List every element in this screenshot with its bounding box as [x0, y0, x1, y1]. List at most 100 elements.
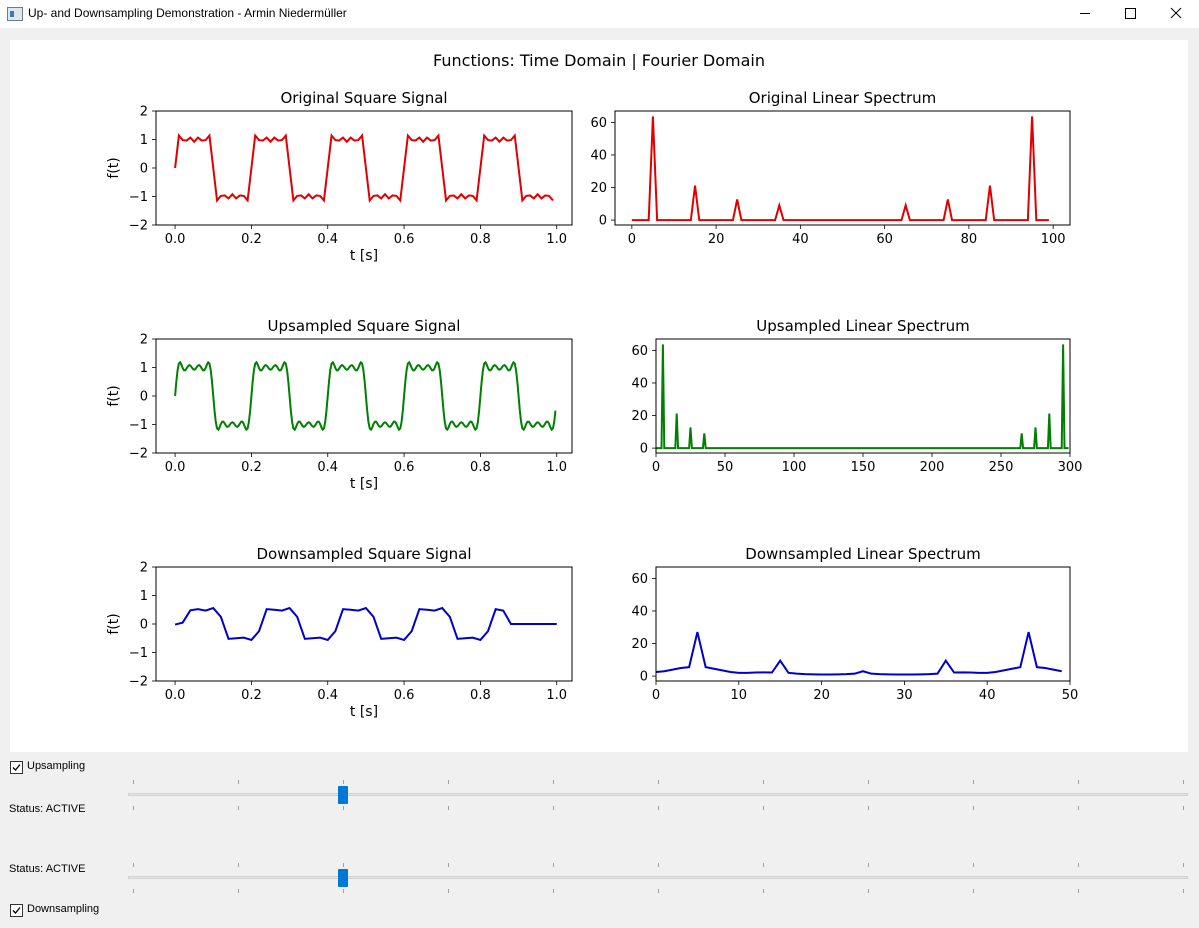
slider-tick — [658, 780, 659, 784]
y-tick-label: 1 — [140, 589, 148, 604]
x-axis-label: t [s] — [350, 704, 378, 720]
minimize-icon — [1080, 13, 1090, 14]
y-tick-label: 2 — [140, 561, 148, 576]
x-tick-label: 50 — [1062, 688, 1079, 703]
y-tick-label: 40 — [631, 376, 648, 391]
x-tick-label: 0.4 — [317, 232, 338, 247]
y-tick-label: 20 — [590, 181, 607, 196]
x-tick-label: 0.0 — [165, 688, 186, 703]
slider-groove — [128, 876, 1188, 879]
close-icon — [1170, 7, 1182, 19]
x-tick-label: 1.0 — [546, 688, 567, 703]
y-tick-label: 40 — [631, 604, 648, 619]
slider-tick — [553, 780, 554, 784]
close-button[interactable] — [1153, 0, 1199, 28]
checkmark-icon — [12, 764, 21, 771]
downsampling-checkbox[interactable] — [10, 904, 23, 917]
y-tick-label: 60 — [590, 116, 607, 131]
slider-tick — [343, 806, 344, 810]
slider-tick — [343, 863, 344, 867]
series-line — [631, 116, 1049, 222]
x-tick-label: 0.6 — [394, 460, 415, 475]
y-tick-label: 2 — [140, 333, 148, 348]
axes-frame — [155, 566, 573, 682]
x-tick-label: 1.0 — [546, 460, 567, 475]
x-tick-label: 20 — [813, 688, 830, 703]
slider-tick — [973, 780, 974, 784]
y-tick-label: −1 — [129, 418, 148, 433]
x-tick-label: 0.0 — [165, 232, 186, 247]
slider-tick — [658, 806, 659, 810]
chart-5: Downsampled Square Signal 0.0 0.2 0.4 0.6 0.8… — [106, 545, 573, 720]
maximize-button[interactable] — [1107, 0, 1153, 28]
axes-frame — [155, 338, 573, 454]
x-tick-label: 150 — [851, 460, 876, 475]
chart-1: Original Square Signal 0.0 0.2 0.4 0.6 0.8 1.0… — [106, 89, 573, 264]
x-tick-label: 80 — [961, 232, 978, 247]
downsampling-checkbox-row[interactable]: Downsampling — [10, 903, 140, 919]
y-axis-label: f(t) — [106, 157, 122, 178]
slider-tick — [868, 863, 869, 867]
x-axis-label: t [s] — [350, 248, 378, 264]
upsampling-status: Status: ACTIVE — [9, 803, 86, 815]
y-tick-label: 0 — [599, 214, 607, 229]
slider-tick — [1183, 863, 1184, 867]
title-bar: Up- and Downsampling Demonstration - Arm… — [0, 0, 1199, 28]
x-tick-label: 0.8 — [470, 688, 491, 703]
app-icon — [7, 7, 23, 21]
x-tick-label: 50 — [717, 460, 734, 475]
plot-figure: Functions: Time Domain | Fourier Domain … — [10, 40, 1188, 752]
slider-tick — [448, 806, 449, 810]
slider-tick — [868, 889, 869, 893]
downsampling-slider[interactable] — [128, 863, 1188, 893]
series-line — [174, 606, 557, 642]
upsampling-slider[interactable] — [128, 780, 1188, 810]
slider-tick — [763, 780, 764, 784]
x-tick-label: 200 — [920, 460, 945, 475]
slider-tick — [343, 780, 344, 784]
slider-tick — [1183, 780, 1184, 784]
x-tick-label: 0 — [652, 460, 660, 475]
y-axis-label: f(t) — [106, 613, 122, 634]
x-tick-label: 0.6 — [394, 232, 415, 247]
y-tick-label: 20 — [631, 637, 648, 652]
slider-tick — [238, 889, 239, 893]
chart-title: Upsampled Linear Spectrum — [756, 317, 969, 335]
y-tick-label: 0 — [140, 618, 148, 633]
slider-tick — [1183, 806, 1184, 810]
y-tick-label: −2 — [129, 219, 148, 234]
chart-title: Downsampled Linear Spectrum — [745, 545, 980, 563]
x-tick-label: 10 — [731, 688, 748, 703]
x-tick-label: 300 — [1058, 460, 1083, 475]
slider-tick — [1078, 863, 1079, 867]
slider-tick — [238, 806, 239, 810]
y-axis-label: f(t) — [106, 385, 122, 406]
x-tick-label: 100 — [1041, 232, 1066, 247]
slider-tick — [763, 863, 764, 867]
x-tick-label: 0 — [652, 688, 660, 703]
figure-suptitle: Functions: Time Domain | Fourier Domain — [433, 51, 765, 70]
downsampling-slider-handle[interactable] — [338, 869, 348, 887]
downsampling-status: Status: ACTIVE — [9, 863, 86, 875]
upsampling-slider-handle[interactable] — [338, 786, 348, 804]
slider-tick — [1078, 806, 1079, 810]
x-tick-label: 0.8 — [470, 232, 491, 247]
slider-tick — [868, 806, 869, 810]
x-tick-label: 0.4 — [317, 688, 338, 703]
x-tick-label: 0.4 — [317, 460, 338, 475]
slider-tick — [763, 889, 764, 893]
chart-title: Upsampled Square Signal — [268, 317, 461, 335]
slider-tick — [133, 889, 134, 893]
checkmark-icon — [12, 907, 21, 914]
x-axis-label: t [s] — [350, 476, 378, 492]
y-tick-label: 0 — [640, 670, 648, 685]
y-tick-label: −2 — [129, 447, 148, 462]
x-tick-label: 0.0 — [165, 460, 186, 475]
slider-tick — [1078, 889, 1079, 893]
downsampling-label: Downsampling — [27, 903, 100, 915]
upsampling-checkbox[interactable] — [10, 761, 23, 774]
upsampling-checkbox-row[interactable]: Upsampling — [10, 760, 130, 776]
x-tick-label: 100 — [782, 460, 807, 475]
minimize-button[interactable] — [1062, 0, 1108, 28]
x-tick-label: 250 — [989, 460, 1014, 475]
